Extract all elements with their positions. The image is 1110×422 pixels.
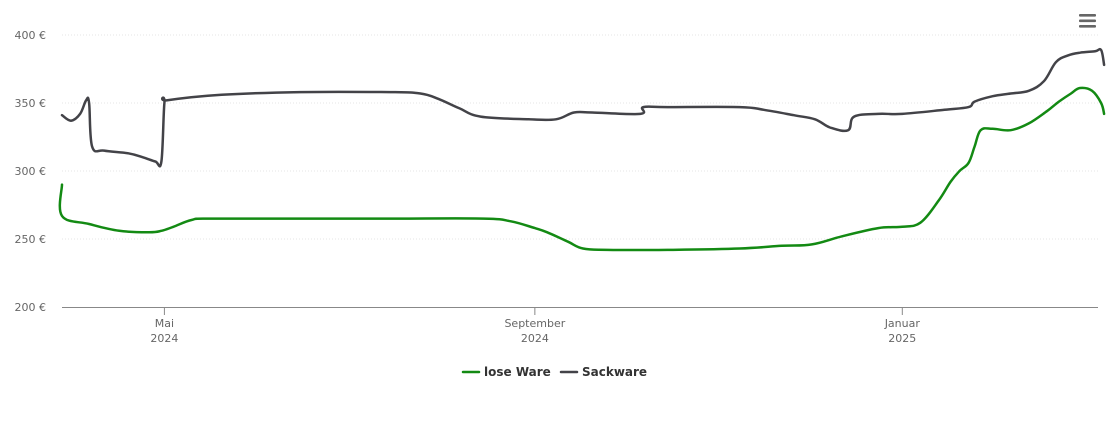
y-axis: 400 € 350 € 300 € 250 € 200 € <box>15 29 47 314</box>
x-axis: Mai 2024 September 2024 Januar 2025 <box>150 307 920 345</box>
y-tick-label: 300 € <box>15 165 47 178</box>
x-tick-label-month: Mai <box>155 317 174 330</box>
y-tick-label: 350 € <box>15 97 47 110</box>
chart-menu-button[interactable] <box>1075 10 1099 32</box>
series-line-lose-ware <box>58 86 1106 252</box>
legend-item-lose-ware[interactable]: lose Ware <box>461 365 551 379</box>
hamburger-menu-icon <box>1079 14 1096 28</box>
x-tick-label-month: Januar <box>884 317 921 330</box>
x-tick-label-year: 2024 <box>150 332 178 345</box>
x-tick-label-month: September <box>504 317 565 330</box>
legend[interactable]: lose Ware Sackware <box>461 365 647 379</box>
y-tick-label: 400 € <box>15 29 47 42</box>
legend-label: Sackware <box>582 365 647 379</box>
x-tick-label-year: 2024 <box>521 332 549 345</box>
x-tick-label-year: 2025 <box>888 332 916 345</box>
y-tick-label: 200 € <box>15 301 47 314</box>
y-tick-label: 250 € <box>15 233 47 246</box>
series-group <box>58 47 1106 252</box>
legend-label: lose Ware <box>484 365 551 379</box>
grid-lines <box>62 34 1098 240</box>
series-line-sackware <box>60 47 1106 168</box>
legend-item-sackware[interactable]: Sackware <box>559 365 647 379</box>
